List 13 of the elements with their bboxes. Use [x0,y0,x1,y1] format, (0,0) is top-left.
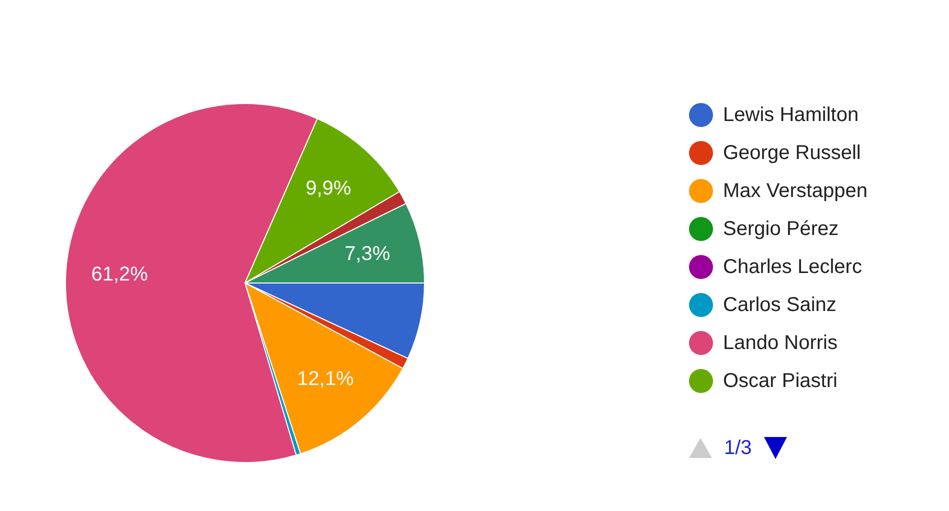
legend-label: Lando Norris [723,332,838,354]
text: 1/3 [724,436,752,460]
legend-label: George Russell [723,142,861,164]
data-label: 7,3% [344,242,390,265]
data-label: 61,2% [91,264,148,286]
legend-label: Sergio Pérez [723,218,839,240]
legend-label: Charles Leclerc [723,256,862,278]
legend-label: Lewis Hamilton [723,104,859,126]
data-label: 9,9% [306,178,352,200]
legend-label: Oscar Piastri [723,370,838,392]
legend-label: Carlos Sainz [723,294,836,316]
data-label: 12,1% [297,368,354,390]
legend-label: Max Verstappen [723,180,868,202]
